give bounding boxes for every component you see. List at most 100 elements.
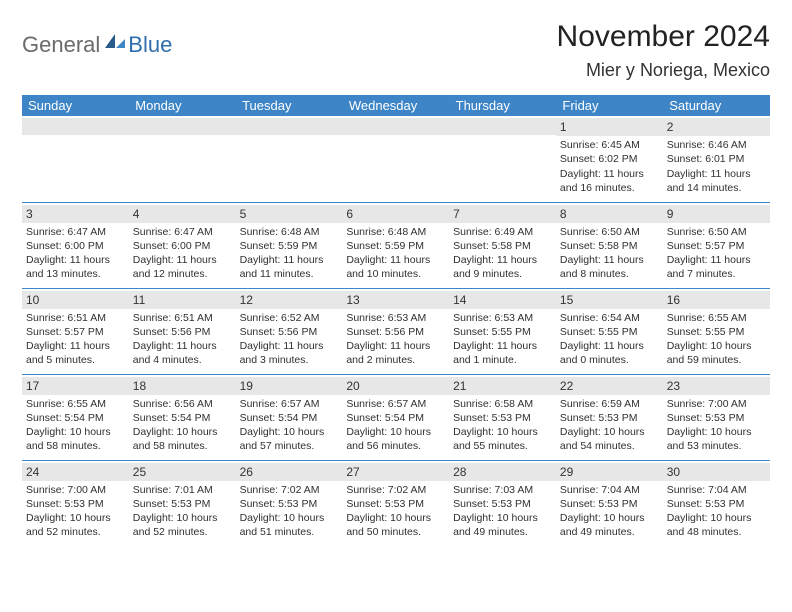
daylight-text: Daylight: 10 hours and 58 minutes. bbox=[26, 425, 125, 453]
weekday-header: Friday bbox=[556, 95, 663, 116]
calendar-day-cell: 10Sunrise: 6:51 AMSunset: 5:57 PMDayligh… bbox=[22, 288, 129, 374]
daylight-text: Daylight: 11 hours and 10 minutes. bbox=[346, 253, 445, 281]
daylight-text: Daylight: 10 hours and 57 minutes. bbox=[240, 425, 339, 453]
page-title: November 2024 bbox=[557, 20, 770, 54]
sunrise-text: Sunrise: 6:57 AM bbox=[346, 397, 445, 411]
sunset-text: Sunset: 5:59 PM bbox=[240, 239, 339, 253]
weekday-header: Monday bbox=[129, 95, 236, 116]
day-number: 25 bbox=[129, 463, 236, 481]
day-number: 15 bbox=[556, 291, 663, 309]
sunrise-text: Sunrise: 6:56 AM bbox=[133, 397, 232, 411]
sunset-text: Sunset: 5:53 PM bbox=[560, 411, 659, 425]
sunset-text: Sunset: 5:53 PM bbox=[240, 497, 339, 511]
daylight-text: Daylight: 11 hours and 16 minutes. bbox=[560, 167, 659, 195]
sunset-text: Sunset: 5:54 PM bbox=[133, 411, 232, 425]
sunset-text: Sunset: 5:56 PM bbox=[346, 325, 445, 339]
calendar-day-cell: 21Sunrise: 6:58 AMSunset: 5:53 PMDayligh… bbox=[449, 374, 556, 460]
calendar-day-cell: 27Sunrise: 7:02 AMSunset: 5:53 PMDayligh… bbox=[342, 460, 449, 546]
daylight-text: Daylight: 11 hours and 9 minutes. bbox=[453, 253, 552, 281]
calendar-week-row: 10Sunrise: 6:51 AMSunset: 5:57 PMDayligh… bbox=[22, 288, 770, 374]
weekday-header: Wednesday bbox=[342, 95, 449, 116]
calendar-week-row: 17Sunrise: 6:55 AMSunset: 5:54 PMDayligh… bbox=[22, 374, 770, 460]
sunrise-text: Sunrise: 6:51 AM bbox=[133, 311, 232, 325]
day-number: 4 bbox=[129, 205, 236, 223]
day-number: 1 bbox=[556, 118, 663, 136]
sunrise-text: Sunrise: 6:54 AM bbox=[560, 311, 659, 325]
day-number: 22 bbox=[556, 377, 663, 395]
sunrise-text: Sunrise: 7:02 AM bbox=[346, 483, 445, 497]
calendar-day-cell: 3Sunrise: 6:47 AMSunset: 6:00 PMDaylight… bbox=[22, 202, 129, 288]
daylight-text: Daylight: 11 hours and 14 minutes. bbox=[667, 167, 766, 195]
daylight-text: Daylight: 10 hours and 52 minutes. bbox=[133, 511, 232, 539]
day-number: 29 bbox=[556, 463, 663, 481]
daylight-text: Daylight: 10 hours and 58 minutes. bbox=[133, 425, 232, 453]
location-subtitle: Mier y Noriega, Mexico bbox=[557, 60, 770, 81]
sail-icon bbox=[103, 32, 127, 50]
day-number: 24 bbox=[22, 463, 129, 481]
daylight-text: Daylight: 10 hours and 48 minutes. bbox=[667, 511, 766, 539]
daylight-text: Daylight: 10 hours and 49 minutes. bbox=[453, 511, 552, 539]
sunset-text: Sunset: 5:54 PM bbox=[346, 411, 445, 425]
calendar-day-cell: 30Sunrise: 7:04 AMSunset: 5:53 PMDayligh… bbox=[663, 460, 770, 546]
calendar-day-cell: 2 Sunrise: 6:46 AMSunset: 6:01 PMDaylight… bbox=[663, 116, 770, 202]
day-number: 13 bbox=[342, 291, 449, 309]
calendar-day-cell: 5Sunrise: 6:48 AMSunset: 5:59 PMDaylight… bbox=[236, 202, 343, 288]
sunrise-text: Sunrise: 6:52 AM bbox=[240, 311, 339, 325]
sunset-text: Sunset: 6:01 PM bbox=[667, 152, 766, 166]
day-number: 19 bbox=[236, 377, 343, 395]
calendar-day-cell: 19Sunrise: 6:57 AMSunset: 5:54 PMDayligh… bbox=[236, 374, 343, 460]
day-number: 8 bbox=[556, 205, 663, 223]
sunset-text: Sunset: 5:54 PM bbox=[240, 411, 339, 425]
calendar-day-cell: 7Sunrise: 6:49 AMSunset: 5:58 PMDaylight… bbox=[449, 202, 556, 288]
sunrise-text: Sunrise: 6:48 AM bbox=[240, 225, 339, 239]
calendar-day-cell: 14Sunrise: 6:53 AMSunset: 5:55 PMDayligh… bbox=[449, 288, 556, 374]
daylight-text: Daylight: 11 hours and 0 minutes. bbox=[560, 339, 659, 367]
calendar-week-row: 24Sunrise: 7:00 AMSunset: 5:53 PMDayligh… bbox=[22, 460, 770, 546]
daylight-text: Daylight: 11 hours and 7 minutes. bbox=[667, 253, 766, 281]
day-number: 9 bbox=[663, 205, 770, 223]
sunrise-text: Sunrise: 6:50 AM bbox=[560, 225, 659, 239]
sunrise-text: Sunrise: 6:49 AM bbox=[453, 225, 552, 239]
day-number: 20 bbox=[342, 377, 449, 395]
sunrise-text: Sunrise: 6:45 AM bbox=[560, 138, 659, 152]
calendar-day-cell: 26Sunrise: 7:02 AMSunset: 5:53 PMDayligh… bbox=[236, 460, 343, 546]
daylight-text: Daylight: 10 hours and 59 minutes. bbox=[667, 339, 766, 367]
calendar-day-cell: 12Sunrise: 6:52 AMSunset: 5:56 PMDayligh… bbox=[236, 288, 343, 374]
day-number: 2 bbox=[663, 118, 770, 136]
sunset-text: Sunset: 5:55 PM bbox=[667, 325, 766, 339]
weekday-header: Tuesday bbox=[236, 95, 343, 116]
brand-logo: General Blue bbox=[22, 32, 172, 58]
calendar-day-cell: 24 Sunrise: 7:00 AMSunset: 5:53 PMDayligh… bbox=[22, 460, 129, 546]
day-number: 27 bbox=[342, 463, 449, 481]
calendar-body: 1Sunrise: 6:45 AMSunset: 6:02 PMDaylight… bbox=[22, 116, 770, 546]
daylight-text: Daylight: 11 hours and 11 minutes. bbox=[240, 253, 339, 281]
sunrise-text: Sunrise: 7:00 AM bbox=[26, 483, 125, 497]
logo-text-blue: Blue bbox=[128, 32, 172, 58]
calendar-day-cell: 28Sunrise: 7:03 AMSunset: 5:53 PMDayligh… bbox=[449, 460, 556, 546]
daylight-text: Daylight: 11 hours and 5 minutes. bbox=[26, 339, 125, 367]
sunrise-text: Sunrise: 7:00 AM bbox=[667, 397, 766, 411]
sunset-text: Sunset: 5:53 PM bbox=[26, 497, 125, 511]
sunrise-text: Sunrise: 7:04 AM bbox=[667, 483, 766, 497]
sunset-text: Sunset: 5:57 PM bbox=[26, 325, 125, 339]
calendar-day-cell: 8Sunrise: 6:50 AMSunset: 5:58 PMDaylight… bbox=[556, 202, 663, 288]
logo-text-general: General bbox=[22, 32, 100, 58]
sunrise-text: Sunrise: 7:02 AM bbox=[240, 483, 339, 497]
calendar-day-cell: 20Sunrise: 6:57 AMSunset: 5:54 PMDayligh… bbox=[342, 374, 449, 460]
weekday-header: Saturday bbox=[663, 95, 770, 116]
calendar-header-row: SundayMondayTuesdayWednesdayThursdayFrid… bbox=[22, 95, 770, 116]
daylight-text: Daylight: 10 hours and 52 minutes. bbox=[26, 511, 125, 539]
calendar-day-cell: 15 Sunrise: 6:54 AMSunset: 5:55 PMDayligh… bbox=[556, 288, 663, 374]
sunset-text: Sunset: 5:55 PM bbox=[560, 325, 659, 339]
day-number: 3 bbox=[22, 205, 129, 223]
sunset-text: Sunset: 5:53 PM bbox=[667, 411, 766, 425]
sunset-text: Sunset: 5:53 PM bbox=[346, 497, 445, 511]
daylight-text: Daylight: 11 hours and 2 minutes. bbox=[346, 339, 445, 367]
daylight-text: Daylight: 10 hours and 55 minutes. bbox=[453, 425, 552, 453]
sunrise-text: Sunrise: 6:47 AM bbox=[26, 225, 125, 239]
daylight-text: Daylight: 11 hours and 12 minutes. bbox=[133, 253, 232, 281]
daylight-text: Daylight: 11 hours and 8 minutes. bbox=[560, 253, 659, 281]
sunrise-text: Sunrise: 6:46 AM bbox=[667, 138, 766, 152]
day-number: 14 bbox=[449, 291, 556, 309]
daylight-text: Daylight: 10 hours and 53 minutes. bbox=[667, 425, 766, 453]
